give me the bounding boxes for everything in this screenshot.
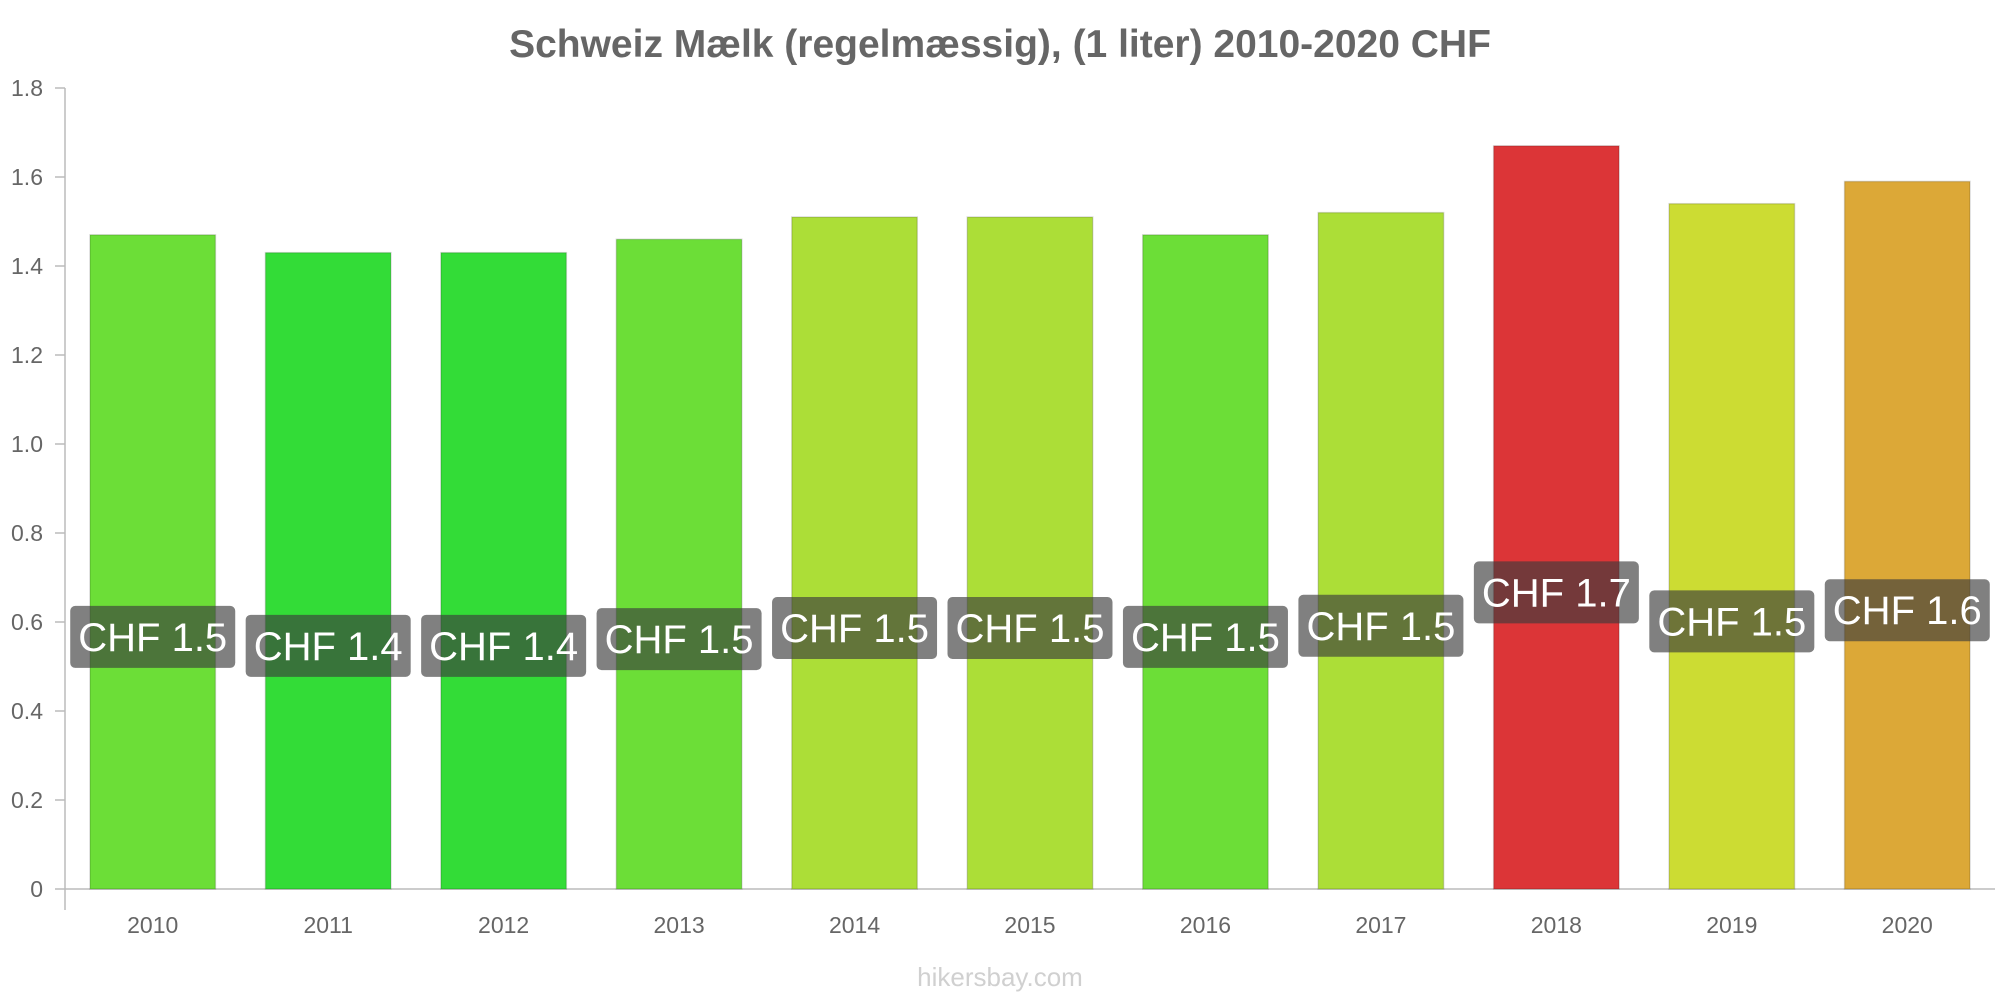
data-label-box [947, 597, 1113, 660]
x-tick-label: 2017 [1355, 912, 1406, 938]
chart-title: Schweiz Mælk (regelmæssig), (1 liter) 20… [509, 23, 1491, 66]
data-label-box [1298, 594, 1464, 657]
data-label: CHF 1.5 [956, 607, 1105, 651]
y-axis: 0 0.2 0.4 0.6 0.8 1.0 1.2 1.4 1.6 1.8 [11, 75, 66, 910]
x-tick-label: 2014 [829, 912, 880, 938]
data-label-box [70, 605, 236, 668]
x-tick-label: 2010 [127, 912, 178, 938]
bar-2016 [1141, 234, 1269, 890]
x-tick-label: 2018 [1531, 912, 1582, 938]
bar-2015 [966, 216, 1094, 890]
data-label-box [421, 614, 587, 677]
y-tick-label: 1.8 [11, 75, 43, 101]
data-label: CHF 1.6 [1833, 589, 1982, 633]
data-label-box [1649, 590, 1815, 653]
y-tick-label: 0.4 [11, 698, 43, 724]
data-label-box [245, 614, 411, 677]
data-label: CHF 1.5 [1306, 605, 1455, 649]
bar-2010 [89, 234, 217, 890]
y-tick-label: 1.2 [11, 342, 43, 368]
data-label-box [1122, 605, 1288, 668]
x-tick-label: 2012 [478, 912, 529, 938]
bar-2018 [1492, 145, 1620, 890]
y-tick-label: 1.0 [11, 431, 43, 457]
data-label: CHF 1.4 [254, 625, 403, 669]
y-tick-label: 0.6 [11, 609, 43, 635]
data-label-box [596, 608, 762, 671]
x-tick-label: 2011 [303, 912, 352, 938]
bar-2012 [440, 251, 568, 890]
data-label: CHF 1.4 [429, 625, 578, 669]
x-tick-label: 2013 [654, 912, 705, 938]
data-label: CHF 1.5 [1657, 600, 1806, 644]
y-tick-label: 1.6 [11, 164, 43, 190]
data-label-box [772, 597, 938, 660]
y-tick-label: 0.2 [11, 787, 43, 813]
bar-2017 [1317, 211, 1445, 890]
y-tick-label: 0 [30, 876, 43, 902]
bar-2011 [264, 251, 392, 890]
bar-2019 [1668, 202, 1796, 890]
bar-2013 [615, 238, 743, 890]
x-axis: 2010 2011 2012 2013 2014 2015 2016 2017 2018 2019… [65, 888, 1995, 938]
x-tick-label: 2016 [1180, 912, 1231, 938]
watermark: hikersbay.com [917, 962, 1083, 992]
data-label: CHF 1.7 [1482, 571, 1631, 615]
data-label-box [1824, 579, 1990, 642]
bars [89, 145, 1971, 890]
x-tick-label: 2019 [1706, 912, 1757, 938]
data-label: CHF 1.5 [1131, 616, 1280, 660]
x-tick-label: 2015 [1004, 912, 1055, 938]
data-label: CHF 1.5 [605, 618, 754, 662]
x-tick-label: 2020 [1882, 912, 1933, 938]
data-label: CHF 1.5 [78, 616, 227, 660]
y-tick-label: 1.4 [11, 253, 43, 279]
bar-2020 [1843, 180, 1971, 890]
data-label: CHF 1.5 [780, 607, 929, 651]
y-tick-label: 0.8 [11, 520, 43, 546]
data-labels: CHF 1.5 CHF 1.4 CHF 1.4 CHF 1.5 CHF 1.5 CHF 1… [70, 561, 1990, 677]
data-label-box [1473, 561, 1639, 624]
bar-2014 [791, 216, 919, 890]
